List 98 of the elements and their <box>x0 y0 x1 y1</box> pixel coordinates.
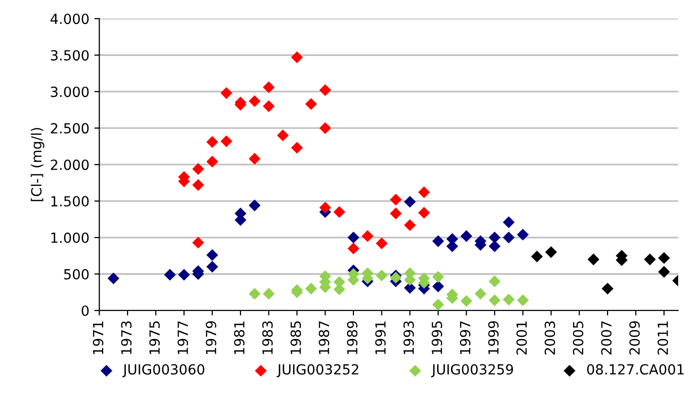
point <box>305 282 317 294</box>
point <box>108 272 120 284</box>
point <box>192 163 204 175</box>
x-tick-label: 1993 <box>403 321 414 354</box>
y-tick-label: 500 <box>64 268 89 280</box>
point <box>418 186 430 198</box>
point <box>206 136 218 148</box>
legend-label: JUIG003259 <box>431 364 513 378</box>
x-tick-label: 1975 <box>149 321 160 354</box>
x-tick-label: 2009 <box>629 321 640 355</box>
point <box>262 81 275 94</box>
point <box>460 230 472 242</box>
y-tick-label: 3.000 <box>50 86 89 98</box>
y-tick-label: 2.000 <box>50 160 89 170</box>
x-tick-label: 1973 <box>121 321 132 354</box>
x-tick-label: 1999 <box>488 321 499 354</box>
point <box>404 196 416 208</box>
point <box>644 254 656 266</box>
point <box>488 232 501 244</box>
point <box>432 298 444 310</box>
point <box>276 129 289 142</box>
point <box>531 250 543 262</box>
x-tick-label: 2003 <box>544 321 556 355</box>
point <box>333 206 346 218</box>
point <box>502 216 515 228</box>
point <box>376 270 388 282</box>
point <box>488 294 501 306</box>
x-tick-label: 1989 <box>346 321 358 354</box>
point <box>348 232 360 244</box>
point <box>305 98 317 110</box>
x-tick-label: 1981 <box>234 322 245 354</box>
point <box>432 280 444 292</box>
point <box>220 87 232 99</box>
point <box>516 228 529 241</box>
point <box>502 294 515 306</box>
y-tick-label: 2.500 <box>50 123 89 134</box>
point <box>319 84 332 96</box>
point <box>291 51 303 64</box>
point <box>262 288 275 300</box>
x-tick-label: 1997 <box>460 321 470 354</box>
point <box>658 252 670 264</box>
point <box>164 268 176 281</box>
legend-label: JUIG003060 <box>122 364 204 378</box>
legend-label: 08.127.CA001 <box>587 364 684 375</box>
x-tick-label: 2005 <box>572 321 584 355</box>
y-tick-label: 1.500 <box>51 196 89 207</box>
x-tick-label: 2001 <box>516 322 527 355</box>
point <box>545 246 557 258</box>
point <box>432 271 444 283</box>
point <box>248 200 261 212</box>
y-tick-label: 1.000 <box>51 232 89 244</box>
point <box>248 288 261 300</box>
x-tick-label: 2011 <box>658 322 668 355</box>
x-tick-label: 1995 <box>432 321 442 354</box>
point <box>658 266 670 278</box>
point <box>206 260 218 273</box>
y-tick-label: 3.500 <box>50 50 89 61</box>
point <box>432 235 444 248</box>
x-tick-label: 2007 <box>601 321 612 355</box>
point <box>206 156 218 168</box>
x-tick-label: 1987 <box>318 321 330 354</box>
point <box>319 202 332 214</box>
point <box>262 100 275 112</box>
x-tick-label: 1977 <box>178 321 188 354</box>
x-tick-label: 1971 <box>92 322 104 354</box>
legend-label: JUIG003252 <box>276 364 358 378</box>
point <box>474 288 486 300</box>
point <box>348 242 360 254</box>
x-tick-label: 1991 <box>375 322 386 354</box>
point <box>192 179 204 191</box>
point <box>206 249 218 261</box>
point <box>362 230 374 242</box>
point <box>192 236 204 249</box>
point <box>319 122 332 134</box>
point <box>390 194 402 206</box>
point <box>178 268 190 281</box>
point <box>248 152 261 165</box>
point <box>418 206 430 219</box>
point <box>220 135 232 148</box>
point <box>488 240 501 252</box>
point <box>404 219 416 232</box>
y-tick-label: 0 <box>82 305 89 316</box>
point <box>516 294 529 306</box>
point <box>602 282 614 294</box>
y-axis-title: [Cl-] (mg/l) <box>30 128 44 202</box>
x-tick-label: 1985 <box>290 321 302 354</box>
point <box>248 95 261 107</box>
point <box>390 208 402 220</box>
point <box>390 272 402 284</box>
point <box>488 275 501 288</box>
y-tick-label: 4.000 <box>50 14 89 24</box>
point <box>376 237 388 250</box>
point <box>502 232 515 244</box>
point <box>588 254 600 266</box>
point <box>291 142 303 154</box>
point <box>460 295 472 307</box>
x-tick-label: 1983 <box>262 321 273 354</box>
x-tick-label: 1979 <box>206 321 216 354</box>
